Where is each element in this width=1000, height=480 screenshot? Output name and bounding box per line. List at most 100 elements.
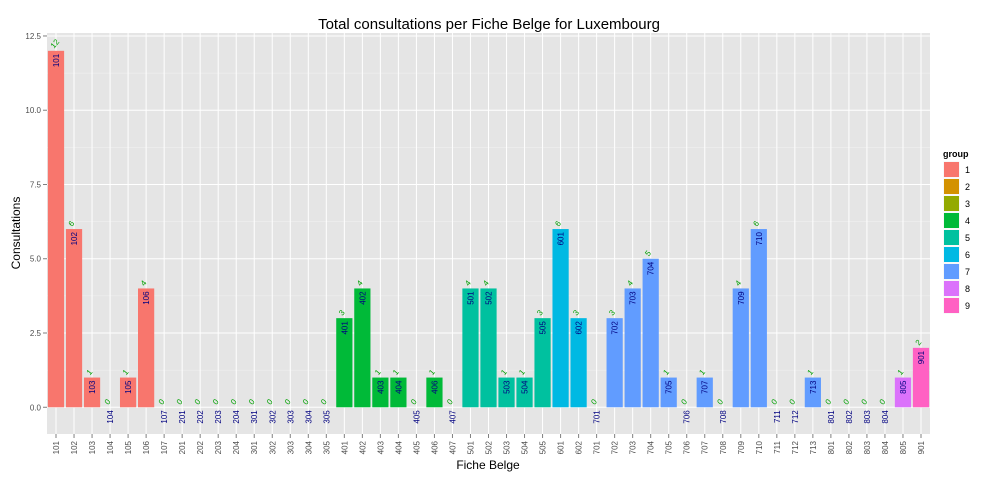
x-tick-label: 711 [773,440,782,453]
x-tick-label: 401 [340,440,349,454]
bar-value-label: 0 [589,397,599,407]
x-tick-label: 202 [196,440,205,454]
bar-category-label: 203 [214,410,223,424]
bar-category-label: 901 [917,350,926,364]
x-tick-label: 402 [358,440,367,454]
bar-901 [912,347,930,408]
y-axis: 0.0 2.5 5.0 7.5 10.0 12.5 [25,32,47,412]
legend-label: 7 [965,267,970,277]
bar-category-label: 712 [791,410,800,424]
legend-label: 9 [965,301,970,311]
x-tick-label: 303 [286,440,295,454]
x-tick-label: 204 [232,440,241,454]
bar-value-label: 1 [499,367,509,377]
bar-value-label: 0 [787,397,797,407]
bar-103 [83,377,101,408]
x-tick-label: 405 [412,440,421,454]
x-tick-label: 301 [250,440,259,454]
x-tick-label: 712 [791,440,800,454]
bar-value-label: 6 [751,219,761,229]
x-tick-label: 804 [881,440,890,454]
x-tick-label: 702 [611,440,620,454]
x-tick-label: 505 [539,440,548,454]
bar-value-label: 1 [517,367,527,377]
legend-label: 3 [965,199,970,209]
bar-value-label: 0 [247,397,257,407]
bar-category-label: 304 [304,410,313,424]
bar-value-label: 4 [355,278,365,288]
bar-value-label: 0 [824,397,834,407]
x-tick-label: 305 [322,440,331,454]
x-tick-label: 106 [142,440,151,454]
bar-value-label: 4 [733,278,743,288]
bar-category-label: 305 [322,410,331,424]
x-tick-label: 302 [268,440,277,454]
bar-value-label: 2 [914,338,924,348]
x-tick-label: 105 [124,440,133,454]
bar-category-label: 401 [340,321,349,335]
legend-swatch-7 [944,264,959,279]
bar-category-label: 303 [286,410,295,424]
bar-category-label: 710 [755,232,764,246]
bar-102 [65,229,83,408]
bar-category-label: 503 [503,380,512,394]
bar-category-label: 802 [845,410,854,424]
bar-category-label: 707 [701,380,710,394]
bar-403 [372,377,389,408]
bar-category-label: 102 [70,232,79,246]
y-tick-label: 0.0 [30,403,42,412]
bar-category-label: 101 [52,53,61,67]
x-tick-label: 704 [647,440,656,454]
bar-value-label: 0 [103,397,113,407]
bar-value-label: 0 [211,397,221,407]
bar-value-label: 0 [715,397,725,407]
bar-category-label: 804 [881,410,890,424]
bar-category-label: 702 [611,321,620,335]
bar-705 [660,377,677,408]
x-tick-label: 701 [593,440,602,454]
bar-category-label: 704 [647,261,656,275]
x-tick-label: 706 [683,440,692,454]
bar-category-label: 706 [683,410,692,424]
bar-category-label: 204 [232,410,241,424]
bar-402 [354,288,371,408]
bar-value-label: 4 [481,278,491,288]
bar-category-label: 405 [412,410,421,424]
legend-label: 5 [965,233,970,243]
x-tick-label: 703 [629,440,638,454]
x-tick-label: 406 [430,440,439,454]
bar-value-label: 0 [679,397,689,407]
bar-value-label: 1 [661,367,671,377]
x-tick-label: 104 [106,440,115,454]
bar-805 [894,377,912,408]
x-tick-label: 601 [557,440,566,454]
y-tick-label: 7.5 [30,180,42,189]
legend-swatch-1 [944,162,959,177]
bar-category-label: 805 [899,380,908,394]
legend-swatch-8 [944,281,959,296]
bar-category-label: 711 [773,410,782,423]
bar-710 [750,229,767,408]
bar-category-label: 502 [485,291,494,305]
bar-value-label: 0 [175,397,185,407]
bar-707 [696,377,713,408]
bar-value-label: 1 [121,367,131,377]
bar-category-label: 402 [358,291,367,305]
legend-swatch-9 [944,298,959,313]
bar-category-label: 104 [106,410,115,424]
bar-value-label: 1 [896,367,906,377]
bar-value-label: 1 [373,367,383,377]
bar-category-label: 701 [593,410,602,424]
bar-category-label: 202 [196,410,205,424]
bar-value-label: 1 [427,367,437,377]
bar-404 [390,377,407,408]
legend: group 1 2 3 4 5 6 7 8 9 [942,149,970,315]
bar-category-label: 301 [250,410,259,424]
bar-502 [480,288,497,408]
bar-106 [138,288,155,408]
bar-value-label: 6 [553,219,563,229]
bar-category-label: 505 [539,321,548,335]
x-tick-label: 802 [845,440,854,454]
bar-category-label: 407 [448,410,457,424]
